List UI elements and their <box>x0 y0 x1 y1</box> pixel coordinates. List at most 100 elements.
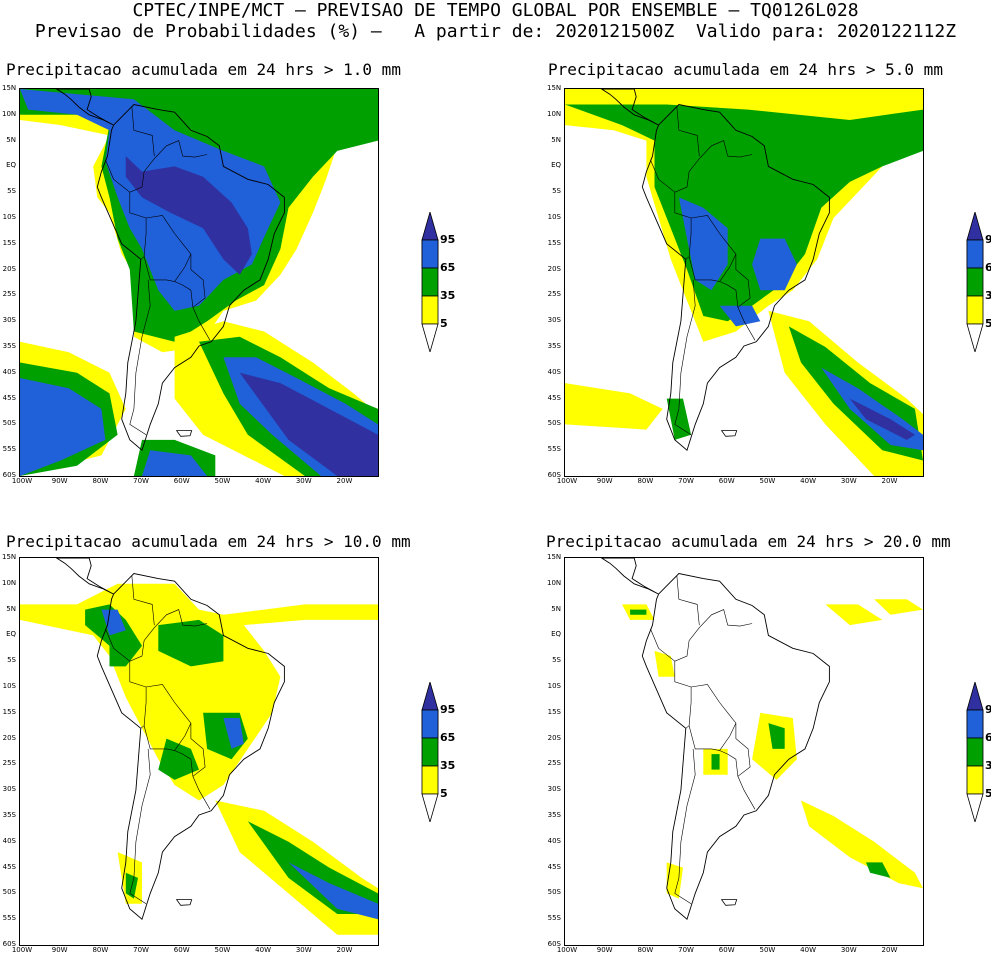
longitude-label: 50W <box>214 477 231 485</box>
longitude-label: 100W <box>556 946 578 954</box>
probability-area <box>565 104 923 322</box>
longitude-label: 50W <box>759 477 776 485</box>
country-border <box>174 750 194 777</box>
probability-area <box>825 604 883 626</box>
legend-bottom-arrow <box>421 793 439 824</box>
country-border <box>685 256 690 260</box>
legend-swatch <box>966 239 984 269</box>
country-border <box>685 725 690 729</box>
latitude-label: 35S <box>2 811 16 819</box>
latitude-label: 45S <box>2 393 16 402</box>
legend-label: 35 <box>440 759 456 772</box>
country-border <box>174 281 194 308</box>
legend-swatch <box>966 737 984 767</box>
color-legend <box>420 680 440 826</box>
country-border <box>688 687 737 751</box>
probability-area <box>752 238 797 291</box>
central-america-outline <box>600 89 659 126</box>
country-border <box>676 107 700 157</box>
legend-label: 5 <box>440 787 448 800</box>
latitude-label: 60S <box>547 940 561 948</box>
falkland-islands-outline <box>175 899 193 906</box>
color-legend <box>420 210 440 356</box>
latitude-label: 35S <box>2 342 16 350</box>
central-america-outline <box>600 558 659 595</box>
country-border <box>719 750 739 777</box>
legend-top-arrow <box>421 680 439 711</box>
latitude-label: 10S <box>2 682 16 690</box>
legend-top-arrow <box>421 210 439 241</box>
latitude-label: EQ <box>551 630 561 639</box>
probability-area <box>874 599 923 615</box>
latitude-label: 40S <box>547 367 561 376</box>
legend-top-arrow <box>966 680 984 711</box>
latitude-label: 15N <box>2 84 17 92</box>
legend-swatch <box>421 267 439 297</box>
latitude-label: 45S <box>547 393 561 402</box>
latitude-label: 55S <box>547 914 561 923</box>
country-border <box>129 748 151 904</box>
longitude-label: 70W <box>678 477 694 485</box>
legend-label: 95 <box>440 703 456 716</box>
probability-area <box>711 754 720 770</box>
legend-label: 65 <box>440 731 456 744</box>
longitude-label: 30W <box>295 477 312 485</box>
country-border <box>143 687 192 751</box>
latitude-label: 35S <box>547 811 561 819</box>
country-border <box>650 159 675 193</box>
probability-area <box>101 609 126 636</box>
legend-bottom-arrow <box>421 323 439 354</box>
latitude-label: 35S <box>547 342 561 350</box>
country-border <box>688 218 737 282</box>
longitude-label: 100W <box>11 946 33 954</box>
probability-area <box>849 398 915 440</box>
longitude-label: 90W <box>51 477 68 485</box>
probability-area <box>20 378 106 476</box>
latitude-label: 10S <box>547 213 561 221</box>
longitude-label: 60W <box>718 477 735 485</box>
probability-map <box>564 88 924 477</box>
continent-outline <box>96 104 285 451</box>
probability-area <box>768 723 785 749</box>
legend-label: 35 <box>985 289 991 302</box>
latitude-label: 40S <box>547 836 561 845</box>
longitude-label: 70W <box>133 946 149 954</box>
country-border <box>105 628 130 662</box>
latitude-label: 25S <box>2 759 16 768</box>
latitude-label: 5S <box>7 656 16 665</box>
probability-area <box>239 372 378 476</box>
longitude-label: 60W <box>173 946 190 954</box>
legend-label: 35 <box>440 289 456 302</box>
latitude-label: 20S <box>2 264 16 273</box>
probability-area <box>565 383 663 430</box>
latitude-label: 40S <box>2 836 16 845</box>
legend-swatch <box>421 295 439 325</box>
latitude-label: 15N <box>547 553 562 561</box>
latitude-label: EQ <box>6 161 16 170</box>
latitude-label: 10S <box>547 682 561 690</box>
country-border <box>129 140 208 219</box>
country-border <box>129 279 151 435</box>
country-border <box>105 159 130 193</box>
panel-title: Precipitacao acumulada em 24 hrs > 20.0 … <box>546 532 951 551</box>
figure-title-line1: CPTEC/INPE/MCT – PREVISAO DE TEMPO GLOBA… <box>132 0 859 21</box>
latitude-label: 25S <box>547 759 561 768</box>
longitude-label: 70W <box>678 946 694 954</box>
probability-area <box>654 650 675 677</box>
country-border <box>674 609 753 688</box>
falkland-islands-outline <box>175 430 193 437</box>
latitude-label: 50S <box>547 888 561 897</box>
longitude-label: 40W <box>800 946 816 954</box>
latitude-label: 15S <box>547 707 561 716</box>
longitude-label: 20W <box>881 477 898 485</box>
longitude-label: 70W <box>133 477 149 485</box>
latitude-label: 15S <box>2 707 16 716</box>
probability-area <box>223 718 244 749</box>
longitude-label: 100W <box>11 477 33 485</box>
legend-swatch <box>966 267 984 297</box>
falkland-islands-outline <box>720 899 738 906</box>
latitude-label: 5N <box>6 135 16 144</box>
longitude-label: 30W <box>840 477 857 485</box>
latitude-label: 50S <box>2 888 16 897</box>
country-border <box>691 215 756 341</box>
